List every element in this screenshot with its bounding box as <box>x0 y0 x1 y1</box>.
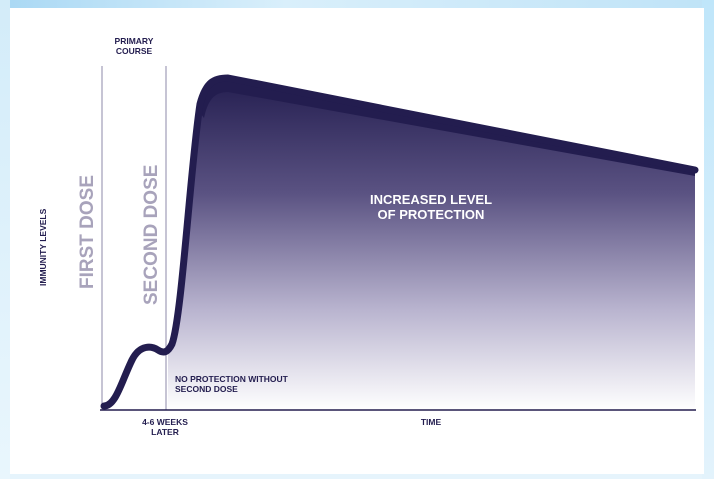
no-protection-label-line1: NO PROTECTION WITHOUT <box>175 374 289 384</box>
no-protection-label-line2: SECOND DOSE <box>175 384 238 394</box>
primary-course-label-line1: PRIMARY <box>115 36 154 46</box>
protection-area <box>168 76 695 410</box>
background-glow-top <box>0 0 714 10</box>
first-dose-label: FIRST DOSE <box>77 175 98 289</box>
x-axis-label: TIME <box>421 417 442 427</box>
immunity-curve <box>100 74 699 410</box>
primary-course-label-line2: COURSE <box>116 46 153 56</box>
immunity-curve-peak-band <box>198 76 695 176</box>
background-glow-left <box>0 0 10 479</box>
interval-label-line2: LATER <box>151 427 179 437</box>
protection-label-line2: OF PROTECTION <box>378 207 485 222</box>
interval-label-line1: 4-6 WEEKS <box>142 417 188 427</box>
second-dose-label: SECOND DOSE <box>141 165 162 305</box>
y-axis-label: IMMUNITY LEVELS <box>38 208 48 286</box>
protection-label-line1: INCREASED LEVEL <box>370 192 492 207</box>
background-glow-right <box>702 0 714 479</box>
